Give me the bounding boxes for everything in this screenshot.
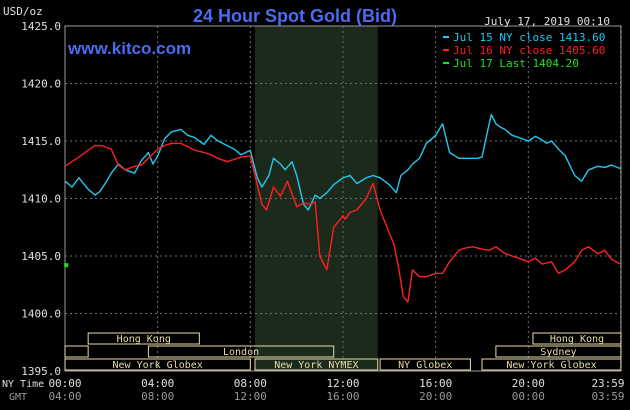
y-tick-label: 1420.0 xyxy=(21,78,61,91)
session-label: Sydney xyxy=(540,347,576,358)
x-tick-ny-label: 16:00 xyxy=(419,377,452,390)
session-label: Hong Kong xyxy=(117,334,171,345)
session-box xyxy=(254,358,379,371)
session-boxes: Hong Kong Hong Kong London Sydney New York G… xyxy=(64,332,622,371)
x-axis-ticks: 00:0004:0004:0008:0008:0012:0012:0016:00… xyxy=(48,377,624,403)
chart-datetime: July 17, 2019 00:10 xyxy=(484,15,610,28)
last-price-marker xyxy=(64,263,69,268)
y-tick-label: 1405.0 xyxy=(21,250,61,263)
x-tick-ny-label: 23:59 xyxy=(591,377,624,390)
session-label: Hong Kong xyxy=(550,334,604,345)
x-tick-gmt-label: 12:00 xyxy=(234,390,267,403)
y-axis-ticks: 1425.0 1420.0 1415.0 1410.0 1405.0 1400.0 1395… xyxy=(21,20,61,378)
last-price-markers xyxy=(64,263,69,268)
plot-frame xyxy=(64,25,622,372)
x-tick-gmt-label: 03:59 xyxy=(591,390,624,403)
legend-entry: Jul 15 NY close 1413.60 xyxy=(453,31,605,44)
session-box xyxy=(481,358,622,371)
session-label: New York NYMEX xyxy=(274,360,358,371)
website-link[interactable]: www.kitco.com xyxy=(67,39,191,58)
ny-time-axis-label: NY Time xyxy=(2,379,44,390)
x-tick-gmt-label: 20:00 xyxy=(419,390,452,403)
legend-entry: Jul 17 Last 1404.20 xyxy=(453,57,579,70)
session-box xyxy=(87,332,200,345)
chart-title: 24 Hour Spot Gold (Bid) xyxy=(193,6,397,26)
x-tick-ny-label: 00:00 xyxy=(48,377,81,390)
x-tick-gmt-label: 16:00 xyxy=(326,390,359,403)
session-label: London xyxy=(223,347,259,358)
y-tick-label: 1395.0 xyxy=(21,365,61,378)
session-box-marker xyxy=(64,345,89,358)
x-tick-ny-label: 12:00 xyxy=(326,377,359,390)
y-tick-label: 1425.0 xyxy=(21,20,61,33)
x-tick-ny-label: 04:00 xyxy=(141,377,174,390)
gmt-axis-label: GMT xyxy=(9,392,27,403)
x-tick-ny-label: 08:00 xyxy=(234,377,267,390)
session-box xyxy=(379,358,471,371)
session-box xyxy=(495,345,622,358)
x-tick-gmt-label: 00:00 xyxy=(512,390,545,403)
series-line xyxy=(64,113,621,211)
session-box xyxy=(64,358,251,371)
session-label: NY Globex xyxy=(398,360,452,371)
session-box xyxy=(147,345,335,358)
grid-lines xyxy=(64,25,622,372)
series-line xyxy=(64,142,621,303)
session-box xyxy=(532,332,622,345)
session-label: New York Globex xyxy=(506,360,596,371)
price-series xyxy=(64,113,621,303)
unit-label: USD/oz xyxy=(3,5,43,18)
y-tick-label: 1400.0 xyxy=(21,308,61,321)
y-tick-label: 1410.0 xyxy=(21,193,61,206)
x-tick-gmt-label: 04:00 xyxy=(48,390,81,403)
x-tick-ny-label: 20:00 xyxy=(512,377,545,390)
y-tick-label: 1415.0 xyxy=(21,135,61,148)
session-label: New York Globex xyxy=(113,360,203,371)
x-tick-gmt-label: 08:00 xyxy=(141,390,174,403)
legend-entry: Jul 16 NY close 1405.60 xyxy=(453,44,605,57)
